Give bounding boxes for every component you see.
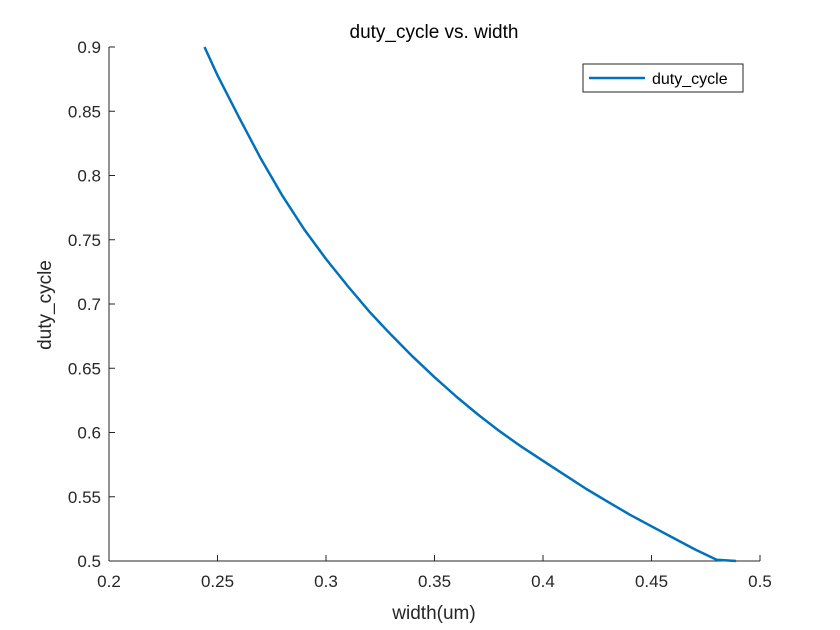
y-tick-label: 0.55 <box>68 488 101 507</box>
y-tick-label: 0.8 <box>77 167 101 186</box>
y-tick-label: 0.6 <box>77 424 101 443</box>
series <box>203 46 737 563</box>
legend-label: duty_cycle <box>652 71 728 88</box>
legend: duty_cycle <box>582 63 744 93</box>
x-tick-label: 0.4 <box>531 572 555 591</box>
x-tick-label: 0.45 <box>635 572 668 591</box>
x-tick-label: 0.5 <box>748 572 772 591</box>
y-axis-label: duty_cycle <box>35 260 56 350</box>
ticks: 0.2 0.25 0.3 0.35 0.4 0.45 0.5 0.5 0.55 0.6 0.65 0.… <box>68 38 772 591</box>
x-tick-label: 0.2 <box>97 572 121 591</box>
x-tick-label: 0.3 <box>314 572 338 591</box>
y-tick-label: 0.5 <box>77 552 101 571</box>
y-tick-label: 0.9 <box>77 38 101 57</box>
chart-title: duty_cycle vs. width <box>350 22 519 43</box>
x-tick-label: 0.35 <box>418 572 451 591</box>
y-tick-label: 0.65 <box>68 359 101 378</box>
x-tick-label: 0.25 <box>201 572 234 591</box>
x-axis-label: width(um) <box>391 603 475 624</box>
y-tick-label: 0.75 <box>68 231 101 250</box>
y-tick-label: 0.85 <box>68 102 101 121</box>
y-tick-label: 0.7 <box>77 295 101 314</box>
series-line-duty_cycle <box>203 46 737 563</box>
